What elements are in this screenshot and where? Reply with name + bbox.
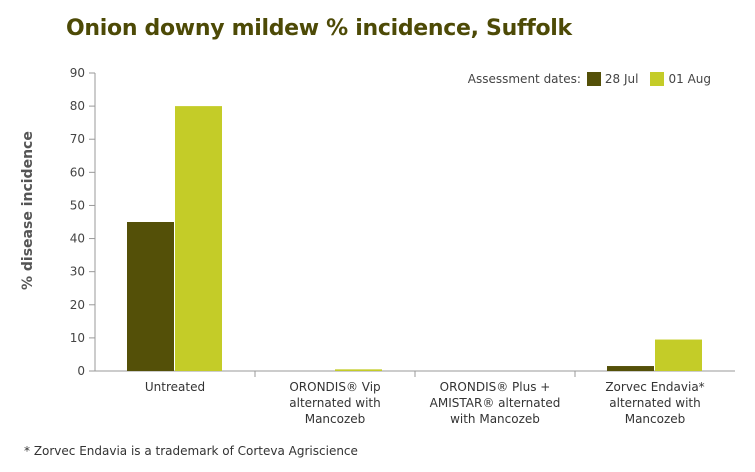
bar-01-aug (655, 339, 702, 371)
y-tick-label: 80 (70, 99, 85, 113)
bar-01-aug (335, 369, 382, 371)
y-tick-label: 20 (70, 298, 85, 312)
x-tick-label: Untreated (145, 380, 205, 394)
legend-label-28-jul: 28 Jul (604, 72, 639, 86)
legend-title: Assessment dates: (467, 72, 581, 86)
bar-28-jul (127, 222, 174, 371)
footnote: * Zorvec Endavia is a trademark of Corte… (24, 444, 358, 458)
y-tick-label: 0 (77, 364, 85, 378)
legend-item-01-aug: 01 Aug (648, 72, 711, 86)
x-tick-label: ORONDIS® Vip alternated with Mancozeb (289, 380, 380, 426)
legend-label-01-aug: 01 Aug (668, 72, 711, 86)
x-tick-label: Zorvec Endavia* alternated with Mancozeb (605, 380, 704, 426)
legend-swatch-01-aug (650, 72, 665, 86)
bar-01-aug (175, 106, 222, 371)
legend-item-28-jul: 28 Jul (585, 72, 639, 86)
legend-swatch-28-jul (586, 72, 601, 86)
legend: Assessment dates: 28 Jul 01 Aug (468, 72, 711, 86)
y-tick-label: 10 (70, 331, 85, 345)
x-tick-label: ORONDIS® Plus + AMISTAR® alternated with M… (430, 380, 561, 426)
bar-28-jul (607, 366, 654, 371)
y-tick-label: 60 (70, 165, 85, 179)
y-tick-label: 70 (70, 132, 85, 146)
y-tick-label: 30 (70, 265, 85, 279)
chart-title: Onion downy mildew % incidence, Suffolk (66, 16, 572, 41)
y-tick-label: 90 (70, 66, 85, 80)
y-tick-label: 40 (70, 232, 85, 246)
y-tick-label: 50 (70, 198, 85, 212)
